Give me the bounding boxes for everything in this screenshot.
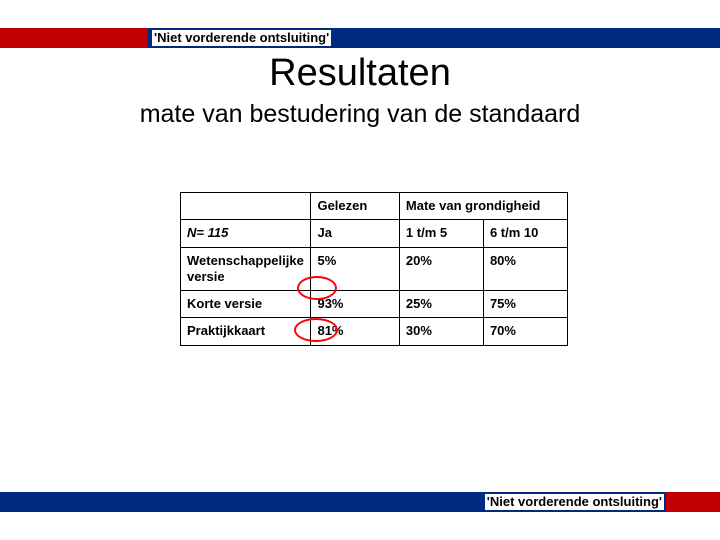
cell: 6 t/m 10 bbox=[483, 220, 567, 247]
cell: 25% bbox=[399, 291, 483, 318]
cell: 70% bbox=[483, 318, 567, 345]
table-row: Korte versie 93% 25% 75% bbox=[181, 291, 568, 318]
cell: 75% bbox=[483, 291, 567, 318]
cell: 1 t/m 5 bbox=[399, 220, 483, 247]
cell: 80% bbox=[483, 247, 567, 291]
cell: 81% bbox=[311, 318, 399, 345]
cell: Ja bbox=[311, 220, 399, 247]
header-gelezen: Gelezen bbox=[311, 193, 399, 220]
header-grondigheid: Mate van grondigheid bbox=[399, 193, 567, 220]
cell: Korte versie bbox=[181, 291, 311, 318]
cell: 20% bbox=[399, 247, 483, 291]
cell: 93% bbox=[311, 291, 399, 318]
cell: 5% bbox=[311, 247, 399, 291]
top-accent-block bbox=[0, 28, 148, 48]
bottom-accent-block bbox=[666, 492, 720, 512]
header-empty bbox=[181, 193, 311, 220]
table-header-row: Gelezen Mate van grondigheid bbox=[181, 193, 568, 220]
page-subtitle: mate van bestudering van de standaard bbox=[0, 100, 720, 129]
top-tag-label: 'Niet vorderende ontsluiting' bbox=[152, 30, 331, 46]
cell-n: N= 115 bbox=[181, 220, 311, 247]
cell: Wetenschappelijke versie bbox=[181, 247, 311, 291]
bottom-tag-label: 'Niet vorderende ontsluiting' bbox=[485, 494, 664, 510]
results-table: Gelezen Mate van grondigheid N= 115 Ja 1… bbox=[180, 192, 568, 346]
cell: Praktijkkaart bbox=[181, 318, 311, 345]
table-row: Wetenschappelijke versie 5% 20% 80% bbox=[181, 247, 568, 291]
results-table-wrap: Gelezen Mate van grondigheid N= 115 Ja 1… bbox=[180, 192, 568, 346]
table-row: N= 115 Ja 1 t/m 5 6 t/m 10 bbox=[181, 220, 568, 247]
table-row: Praktijkkaart 81% 30% 70% bbox=[181, 318, 568, 345]
cell: 30% bbox=[399, 318, 483, 345]
page-title: Resultaten bbox=[0, 52, 720, 95]
